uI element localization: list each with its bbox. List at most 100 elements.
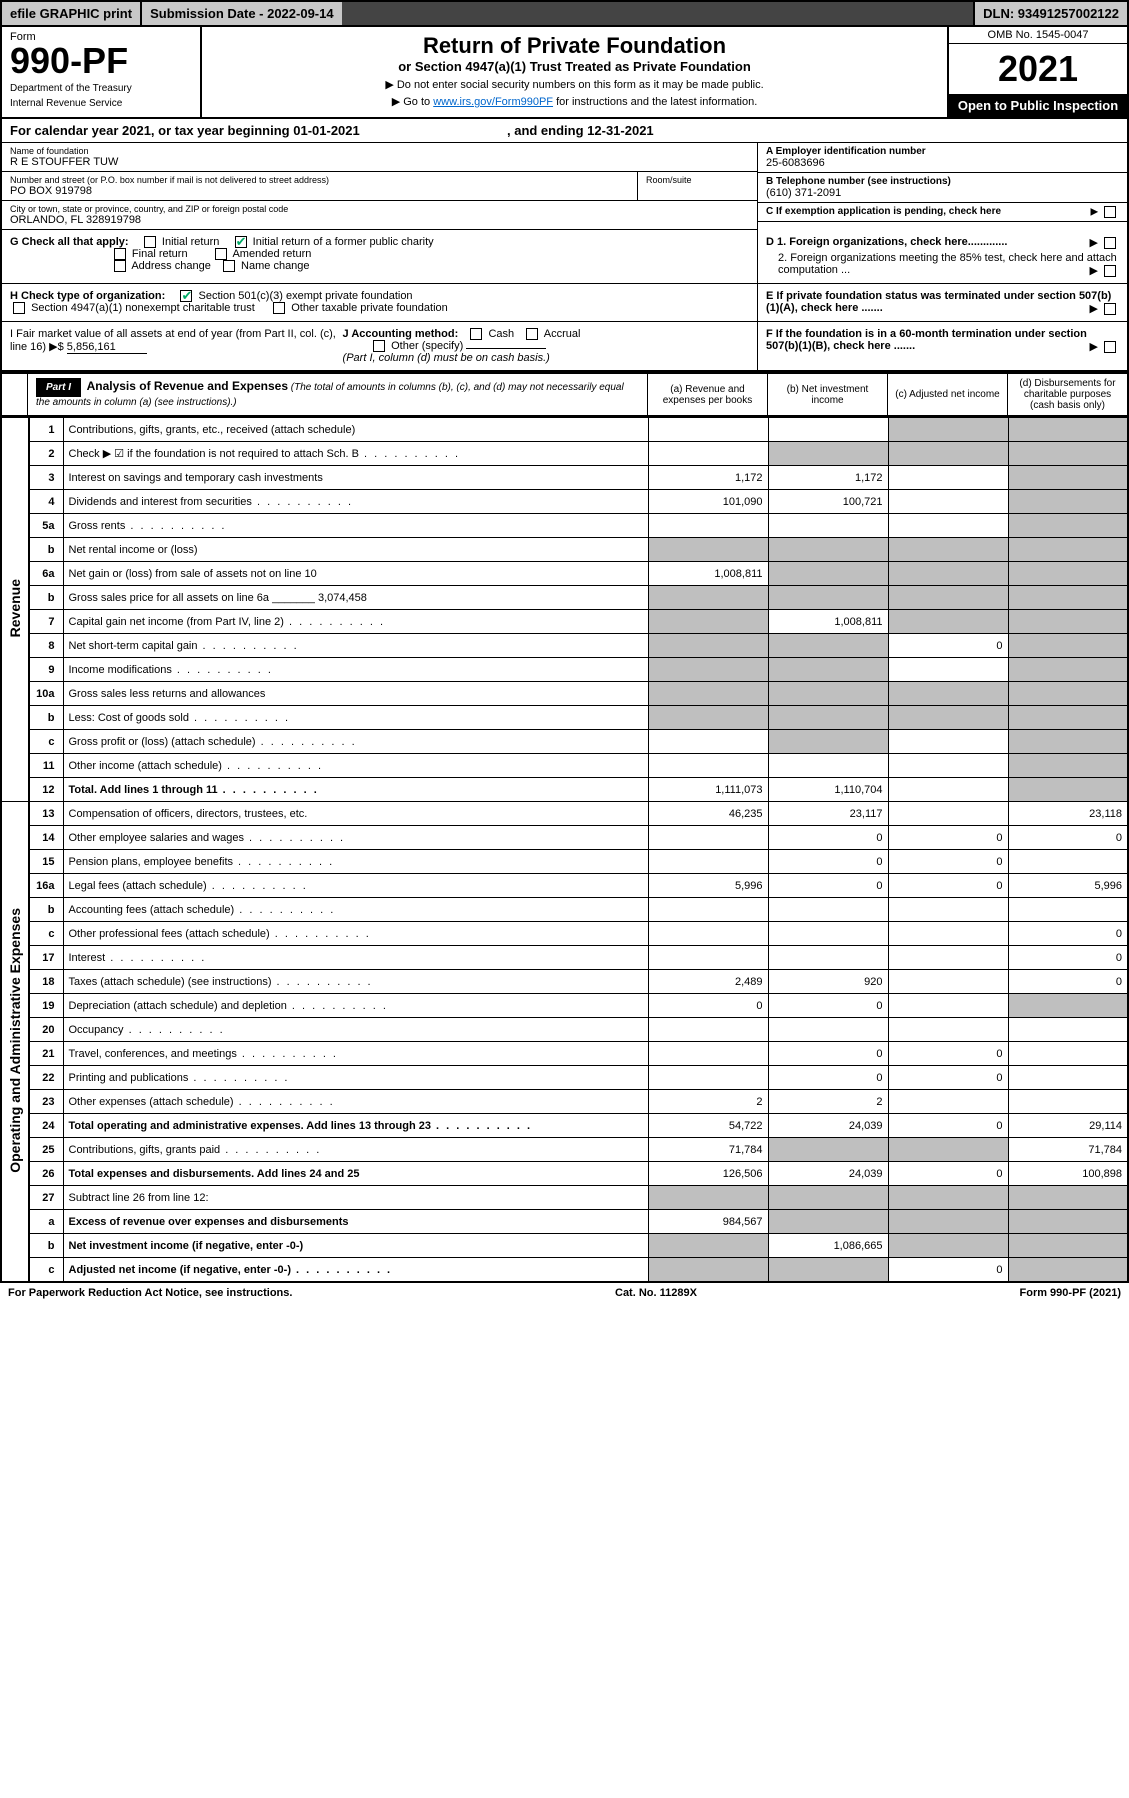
d2-checkbox[interactable] — [1104, 265, 1116, 277]
table-cell: 1,110,704 — [768, 778, 888, 802]
c-checkbox[interactable] — [1104, 206, 1116, 218]
table-row: 24Total operating and administrative exp… — [1, 1114, 1128, 1138]
opt-4947: Section 4947(a)(1) nonexempt charitable … — [31, 302, 255, 314]
table-cell — [1008, 586, 1128, 610]
footer-left: For Paperwork Reduction Act Notice, see … — [8, 1287, 292, 1299]
table-row: 19Depreciation (attach schedule) and dep… — [1, 994, 1128, 1018]
col-c-header: (c) Adjusted net income — [887, 374, 1007, 415]
table-cell — [768, 1258, 888, 1282]
line-description: Depreciation (attach schedule) and deple… — [63, 994, 648, 1018]
line-number: b — [29, 706, 63, 730]
instr-link[interactable]: www.irs.gov/Form990PF — [433, 96, 553, 108]
table-cell — [1008, 1258, 1128, 1282]
page-footer: For Paperwork Reduction Act Notice, see … — [0, 1283, 1129, 1303]
f-label: F If the foundation is in a 60-month ter… — [766, 328, 1087, 352]
table-cell: 5,996 — [1008, 874, 1128, 898]
table-cell — [648, 658, 768, 682]
table-cell — [1008, 418, 1128, 442]
table-cell — [648, 634, 768, 658]
cb-initial-former[interactable] — [235, 236, 247, 248]
table-cell — [768, 418, 888, 442]
table-cell: 920 — [768, 970, 888, 994]
table-cell — [648, 1066, 768, 1090]
table-cell: 2,489 — [648, 970, 768, 994]
table-cell — [648, 946, 768, 970]
cb-4947[interactable] — [13, 302, 25, 314]
main-table: Revenue1Contributions, gifts, grants, et… — [0, 417, 1129, 1283]
table-cell — [888, 514, 1008, 538]
table-row: 25Contributions, gifts, grants paid71,78… — [1, 1138, 1128, 1162]
d1-row: D 1. Foreign organizations, check here..… — [766, 236, 1119, 248]
line-number: 19 — [29, 994, 63, 1018]
line-description: Contributions, gifts, grants, etc., rece… — [63, 418, 648, 442]
instr-goto-post: for instructions and the latest informat… — [553, 96, 757, 108]
cb-accrual[interactable] — [526, 328, 538, 340]
line-description: Compensation of officers, directors, tru… — [63, 802, 648, 826]
table-row: 23Other expenses (attach schedule)22 — [1, 1090, 1128, 1114]
ein-cell: A Employer identification number 25-6083… — [758, 143, 1127, 173]
table-cell — [768, 538, 888, 562]
line-description: Taxes (attach schedule) (see instruction… — [63, 970, 648, 994]
e-checkbox[interactable] — [1104, 303, 1116, 315]
table-cell — [1008, 514, 1128, 538]
cb-cash[interactable] — [470, 328, 482, 340]
table-cell — [768, 514, 888, 538]
table-cell — [648, 898, 768, 922]
cb-amended[interactable] — [215, 248, 227, 260]
cb-other-tax[interactable] — [273, 302, 285, 314]
row-ij-f: I Fair market value of all assets at end… — [0, 322, 1129, 372]
table-cell: 0 — [768, 994, 888, 1018]
line-description: Net rental income or (loss) — [63, 538, 648, 562]
line-description: Other income (attach schedule) — [63, 754, 648, 778]
line-description: Legal fees (attach schedule) — [63, 874, 648, 898]
ein-val: 25-6083696 — [766, 157, 1119, 169]
table-cell — [768, 682, 888, 706]
table-cell — [1008, 610, 1128, 634]
table-cell — [888, 1210, 1008, 1234]
table-cell — [648, 586, 768, 610]
table-cell — [648, 514, 768, 538]
line-description: Pension plans, employee benefits — [63, 850, 648, 874]
table-row: cGross profit or (loss) (attach schedule… — [1, 730, 1128, 754]
d1-checkbox[interactable] — [1104, 237, 1116, 249]
table-cell — [888, 754, 1008, 778]
table-cell — [1008, 778, 1128, 802]
line-number: 15 — [29, 850, 63, 874]
line-number: 13 — [29, 802, 63, 826]
line-number: a — [29, 1210, 63, 1234]
table-row: 27Subtract line 26 from line 12: — [1, 1186, 1128, 1210]
cb-initial-return[interactable] — [144, 236, 156, 248]
line-description: Net investment income (if negative, ente… — [63, 1234, 648, 1258]
room-label: Room/suite — [646, 175, 749, 185]
table-row: 7Capital gain net income (from Part IV, … — [1, 610, 1128, 634]
form-subtitle: or Section 4947(a)(1) Trust Treated as P… — [212, 59, 937, 74]
table-cell — [648, 1042, 768, 1066]
table-row: 8Net short-term capital gain0 — [1, 634, 1128, 658]
line-description: Accounting fees (attach schedule) — [63, 898, 648, 922]
line-number: 12 — [29, 778, 63, 802]
header-block: Form 990-PF Department of the Treasury I… — [0, 27, 1129, 119]
table-cell — [1008, 898, 1128, 922]
table-cell: 0 — [768, 1042, 888, 1066]
table-row: 14Other employee salaries and wages000 — [1, 826, 1128, 850]
opt-final: Final return — [132, 248, 188, 260]
cb-name-change[interactable] — [223, 260, 235, 272]
table-cell: 24,039 — [768, 1114, 888, 1138]
cb-final[interactable] — [114, 248, 126, 260]
efile-label: efile GRAPHIC print — [2, 2, 140, 25]
table-cell: 29,114 — [1008, 1114, 1128, 1138]
table-cell — [768, 1138, 888, 1162]
addr-val: PO BOX 919798 — [10, 185, 629, 197]
info-left: Name of foundation R E STOUFFER TUW Numb… — [2, 143, 757, 230]
table-row: 3Interest on savings and temporary cash … — [1, 466, 1128, 490]
line-description: Travel, conferences, and meetings — [63, 1042, 648, 1066]
cb-other-acct[interactable] — [373, 340, 385, 352]
f-checkbox[interactable] — [1104, 341, 1116, 353]
omb-number: OMB No. 1545-0047 — [949, 27, 1127, 44]
table-cell — [888, 1018, 1008, 1042]
cb-501c3[interactable] — [180, 290, 192, 302]
table-cell — [888, 442, 1008, 466]
table-cell: 100,721 — [768, 490, 888, 514]
cb-addr-change[interactable] — [114, 260, 126, 272]
table-cell: 0 — [888, 1114, 1008, 1138]
